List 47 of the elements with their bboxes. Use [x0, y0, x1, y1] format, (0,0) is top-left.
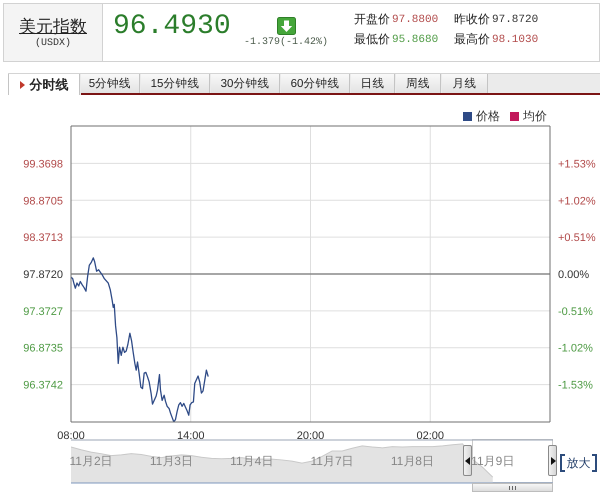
x-tick-label: 11月8日: [390, 454, 434, 468]
x-tick-label: 11月7日: [310, 454, 354, 468]
legend-label: 均价: [523, 109, 547, 123]
tab: 日线: [351, 74, 395, 93]
x-tick-label: 11月4日: [230, 454, 274, 468]
chart-subtitle: (USDX): [34, 38, 71, 49]
x-tick-label: 11月2日: [70, 454, 113, 468]
legend-label: 价格: [476, 109, 500, 123]
y2-tick-label: 0.00%: [558, 269, 590, 281]
text: 最高价: [454, 32, 490, 46]
tab: 60分钟线: [281, 74, 350, 93]
text: 96.4930: [113, 11, 231, 42]
y-tick-label: 97.8720: [23, 269, 63, 281]
y-tick-label: 98.3713: [23, 232, 63, 244]
text: 98.1030: [492, 34, 538, 46]
text: 最低价: [354, 32, 390, 46]
tab: 月线: [442, 74, 488, 93]
x-tick-label: 11月3日: [150, 454, 193, 468]
y2-tick-label: -1.02%: [558, 342, 594, 355]
y-tick-label: 96.8735: [23, 342, 63, 355]
text: 95.8680: [392, 34, 438, 46]
y2-tick-label: +1.02%: [558, 195, 596, 208]
text: 昨收价: [454, 12, 490, 26]
y-tick-label: 99.3698: [23, 158, 63, 170]
x-tick-label: 02:00: [416, 430, 444, 442]
tab: 5分钟线: [81, 74, 140, 93]
tab: 周线: [396, 74, 441, 93]
y2-tick-label: +1.53%: [558, 158, 596, 171]
tab: 15分钟线: [141, 74, 210, 93]
chart-title: 美元指数: [19, 17, 87, 36]
text: 97.8720: [492, 14, 538, 26]
text: -1.379(-1.42%): [244, 37, 328, 48]
tab: 分时线: [8, 74, 80, 95]
tab: 30分钟线: [211, 74, 280, 93]
y-tick-label: 96.3742: [23, 380, 63, 392]
x-tick-label: 14:00: [176, 430, 205, 442]
text: 97.8800: [392, 14, 438, 26]
zoom-button: 放大: [560, 454, 597, 472]
y-tick-label: 97.3727: [23, 306, 63, 318]
x-tick-label: 11月9日: [471, 454, 514, 468]
x-tick-label: 20:00: [296, 430, 324, 442]
y2-tick-label: -0.51%: [558, 306, 594, 318]
y2-tick-label: -1.53%: [558, 379, 594, 392]
y-tick-label: 98.8705: [23, 195, 63, 208]
y2-tick-label: +0.51%: [558, 232, 596, 244]
text: 开盘价: [354, 12, 390, 26]
x-tick-label: 08:00: [57, 430, 85, 442]
